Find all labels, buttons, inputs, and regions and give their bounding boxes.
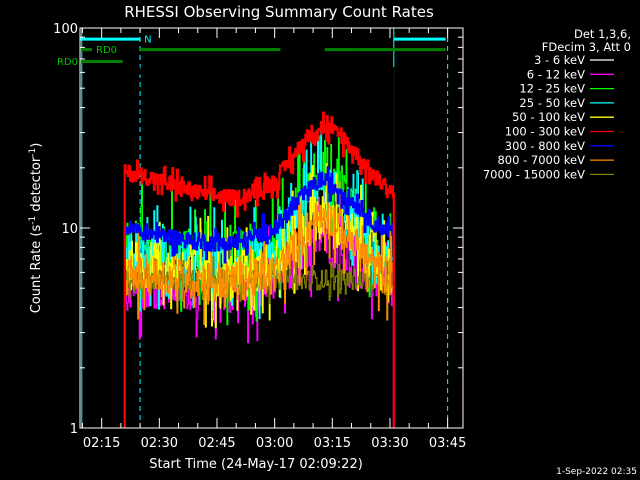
legend-label-1: 3 - 6 keV <box>534 53 585 67</box>
y-tick-label-1: 1 <box>70 422 78 437</box>
y-axis-label-tail-exponent: -1 <box>28 148 38 157</box>
x-tick-label-0330: 03:30 <box>371 436 408 451</box>
legend-label-6: 100 - 300 keV <box>505 125 585 139</box>
x-tick-label-0345: 03:45 <box>429 436 466 451</box>
series-line-300-800-kev <box>123 166 395 428</box>
plot-area: RD0 RD0 N <box>57 28 449 428</box>
y-axis-label-main: Count Rate (s <box>29 225 44 314</box>
x-tick-label-0315: 03:15 <box>314 436 351 451</box>
legend-label-9: 7000 - 15000 keV <box>483 167 585 181</box>
series-line-3-6-kev <box>124 57 395 428</box>
flag-label-rd0-1: RD0 <box>57 57 78 68</box>
x-tick-label-0245: 02:45 <box>198 436 235 451</box>
series-line-25-50-kev <box>124 126 395 428</box>
legend-header-2: FDecim 3, Att 0 <box>542 40 631 54</box>
legend-label-7: 300 - 800 keV <box>505 139 585 153</box>
legend-label-3: 12 - 25 keV <box>519 82 585 96</box>
y-axis-label-exponent: -1 <box>28 216 38 225</box>
x-axis: 02:15 02:30 02:45 03:00 03:15 03:30 03:45 <box>81 28 466 451</box>
timestamp: 1-Sep-2022 02:35 <box>556 467 637 477</box>
flag-label-n-3: N <box>144 35 151 46</box>
x-tick-label-0300: 03:00 <box>256 436 293 451</box>
x-axis-label: Start Time (24-May-17 02:09:22) <box>149 457 363 472</box>
x-tick-label-0230: 02:30 <box>141 436 178 451</box>
y-axis-label-tail: detector <box>29 156 44 216</box>
y-tick-label-100: 100 <box>53 22 78 37</box>
y-axis: 1 10 100 <box>53 22 463 437</box>
y-axis-label-close: ) <box>29 143 44 148</box>
legend-label-4: 25 - 50 keV <box>519 96 585 110</box>
legend-label-2: 6 - 12 keV <box>527 67 585 81</box>
legend-header-1: Det 1,3,6, <box>574 27 631 41</box>
series-line-100-300-kev <box>123 111 395 428</box>
x-tick-label-0215: 02:15 <box>83 436 120 451</box>
legend-label-5: 50 - 100 keV <box>512 110 585 124</box>
y-tick-label-10: 10 <box>61 222 78 237</box>
legend-label-8: 800 - 7000 keV <box>497 153 585 167</box>
chart-title: RHESSI Observing Summary Count Rates <box>124 3 434 21</box>
y-axis-label: Count Rate (s-1 detector-1) <box>28 143 44 314</box>
series-line-800-7000-kev <box>124 181 395 428</box>
flag-label-rd0-2: RD0 <box>96 45 117 56</box>
